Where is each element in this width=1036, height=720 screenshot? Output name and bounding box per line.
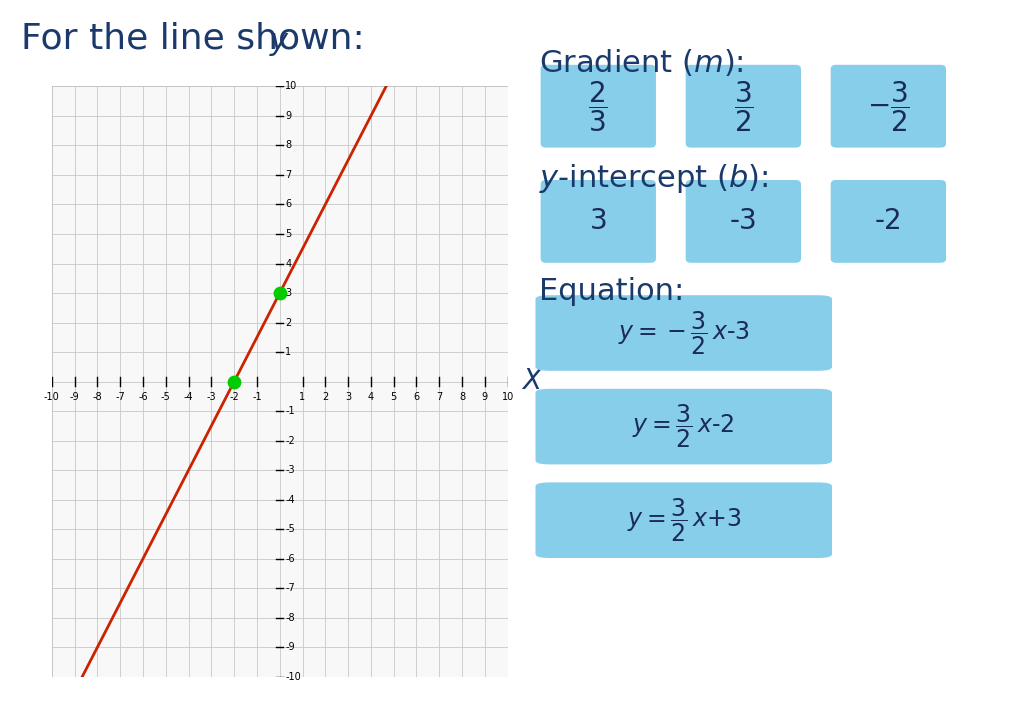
Text: -7: -7 [285,583,295,593]
Text: 8: 8 [459,392,465,402]
Text: 5: 5 [391,392,397,402]
Text: 3: 3 [345,392,351,402]
Text: -6: -6 [138,392,148,402]
FancyBboxPatch shape [541,180,656,263]
FancyBboxPatch shape [831,65,946,148]
Text: -2: -2 [874,207,902,235]
Text: $\mathit{X}$: $\mathit{X}$ [521,368,544,395]
Text: Equation:: Equation: [539,277,684,306]
Point [226,376,242,387]
FancyBboxPatch shape [536,389,832,464]
Text: 3: 3 [589,207,607,235]
FancyBboxPatch shape [536,482,832,558]
FancyBboxPatch shape [541,65,656,148]
Text: -4: -4 [183,392,194,402]
Text: -10: -10 [285,672,301,682]
Text: -7: -7 [115,392,125,402]
Text: -2: -2 [229,392,239,402]
Text: $\dfrac{3}{2}$: $\dfrac{3}{2}$ [733,79,753,133]
Text: -9: -9 [69,392,80,402]
Text: -9: -9 [285,642,295,652]
Text: $y$-intercept ($\mathit{b}$):: $y$-intercept ($\mathit{b}$): [539,162,768,195]
Text: -5: -5 [285,524,295,534]
Text: 9: 9 [482,392,488,402]
Text: 8: 8 [285,140,291,150]
Point [271,287,288,299]
Text: 7: 7 [285,170,292,180]
Text: $y = -\dfrac{3}{2}\,x\text{-3}$: $y = -\dfrac{3}{2}\,x\text{-3}$ [617,310,750,356]
Text: 3: 3 [285,288,291,298]
Text: $\dfrac{2}{3}$: $\dfrac{2}{3}$ [588,79,608,133]
Text: 4: 4 [285,258,291,269]
Text: 1: 1 [285,347,291,357]
Text: -2: -2 [285,436,295,446]
Text: Gradient ($\mathit{m}$):: Gradient ($\mathit{m}$): [539,47,744,78]
Text: -1: -1 [252,392,262,402]
FancyBboxPatch shape [536,295,832,371]
Text: -8: -8 [92,392,103,402]
Text: 2: 2 [285,318,292,328]
Text: -3: -3 [206,392,217,402]
Text: 6: 6 [285,199,291,210]
Text: 1: 1 [299,392,306,402]
Text: 6: 6 [413,392,420,402]
Text: -5: -5 [161,392,171,402]
Text: For the line shown:: For the line shown: [21,22,365,55]
Text: 7: 7 [436,392,442,402]
FancyBboxPatch shape [686,180,801,263]
Text: -8: -8 [285,613,295,623]
Text: $y = \dfrac{3}{2}\,x\text{-2}$: $y = \dfrac{3}{2}\,x\text{-2}$ [633,403,735,450]
Text: -4: -4 [285,495,295,505]
Text: 10: 10 [501,392,514,402]
FancyBboxPatch shape [686,65,801,148]
Text: -3: -3 [729,207,757,235]
Text: -3: -3 [285,465,295,475]
Text: $y = \dfrac{3}{2}\,x\text{+3}$: $y = \dfrac{3}{2}\,x\text{+3}$ [627,497,741,544]
Text: 10: 10 [285,81,297,91]
Text: 9: 9 [285,111,291,121]
Text: 2: 2 [322,392,328,402]
Text: -10: -10 [44,392,60,402]
FancyBboxPatch shape [831,180,946,263]
Text: 5: 5 [285,229,292,239]
Text: $\mathit{y}$: $\mathit{y}$ [269,27,290,58]
Text: 4: 4 [368,392,374,402]
Text: $-\dfrac{3}{2}$: $-\dfrac{3}{2}$ [867,79,910,133]
Text: -6: -6 [285,554,295,564]
Text: -1: -1 [285,406,295,416]
